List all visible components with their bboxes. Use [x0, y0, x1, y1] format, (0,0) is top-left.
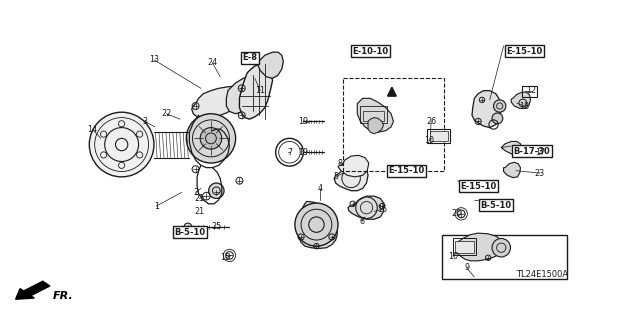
Text: B-5-10: B-5-10 [175, 228, 205, 237]
Text: 17: 17 [534, 148, 545, 157]
Text: 19: 19 [298, 117, 308, 126]
Text: 1: 1 [154, 202, 159, 211]
Polygon shape [357, 98, 394, 132]
Text: B-17-30: B-17-30 [514, 147, 550, 156]
Circle shape [493, 100, 506, 112]
Text: 22: 22 [161, 109, 172, 118]
Text: 8: 8 [337, 159, 342, 167]
Polygon shape [297, 202, 337, 249]
Text: 6: 6 [360, 217, 364, 226]
Polygon shape [504, 162, 520, 178]
Polygon shape [348, 196, 384, 219]
Bar [428, 129, 451, 143]
Circle shape [200, 128, 221, 149]
Text: 23: 23 [534, 168, 545, 178]
Bar [363, 111, 384, 121]
Text: 15: 15 [221, 253, 230, 262]
Text: 20: 20 [452, 209, 461, 218]
Text: 14: 14 [88, 125, 97, 134]
Text: E-15-10: E-15-10 [506, 47, 543, 56]
Circle shape [186, 114, 236, 163]
Text: 26: 26 [426, 117, 436, 126]
Text: 24: 24 [207, 58, 218, 67]
Text: E-15-10: E-15-10 [460, 182, 496, 191]
Polygon shape [192, 86, 245, 118]
Polygon shape [334, 163, 368, 191]
Text: 12: 12 [526, 86, 536, 95]
Circle shape [209, 183, 224, 198]
Text: 2: 2 [193, 188, 198, 197]
Text: 19: 19 [298, 148, 308, 157]
Polygon shape [338, 155, 369, 177]
Circle shape [295, 203, 338, 246]
Polygon shape [368, 118, 383, 134]
Bar [442, 235, 566, 279]
Bar [429, 131, 448, 141]
Bar [455, 241, 474, 253]
Polygon shape [227, 75, 265, 114]
FancyArrow shape [15, 281, 50, 299]
Polygon shape [501, 141, 522, 155]
Text: 21: 21 [195, 207, 204, 216]
Text: 11: 11 [255, 86, 265, 95]
Text: 9: 9 [464, 263, 469, 272]
Text: 10: 10 [424, 136, 434, 145]
Bar [360, 106, 387, 123]
Text: 4: 4 [318, 184, 323, 193]
Bar [344, 78, 444, 171]
Circle shape [184, 223, 192, 231]
Bar [522, 86, 538, 97]
Text: B-5-10: B-5-10 [480, 201, 511, 210]
Text: TL24E1500A: TL24E1500A [516, 270, 568, 278]
Text: E-8: E-8 [243, 53, 258, 62]
Text: 13: 13 [149, 55, 159, 64]
Text: 25: 25 [211, 222, 221, 231]
Text: 7: 7 [287, 148, 292, 157]
Text: 3: 3 [142, 117, 147, 126]
Circle shape [492, 239, 511, 257]
Polygon shape [239, 63, 273, 119]
Text: 18: 18 [519, 101, 529, 111]
Polygon shape [257, 52, 284, 78]
Circle shape [90, 112, 154, 177]
Text: 10: 10 [448, 252, 458, 261]
Text: 16: 16 [377, 205, 387, 214]
Polygon shape [472, 91, 501, 128]
Text: FR.: FR. [52, 291, 73, 300]
Text: 21: 21 [195, 194, 204, 203]
Text: 5: 5 [333, 172, 339, 182]
Bar [452, 239, 476, 256]
Circle shape [492, 113, 503, 124]
Polygon shape [458, 233, 504, 261]
Polygon shape [511, 92, 531, 108]
Text: E-10-10: E-10-10 [352, 47, 388, 56]
Text: E-15-10: E-15-10 [388, 166, 425, 175]
